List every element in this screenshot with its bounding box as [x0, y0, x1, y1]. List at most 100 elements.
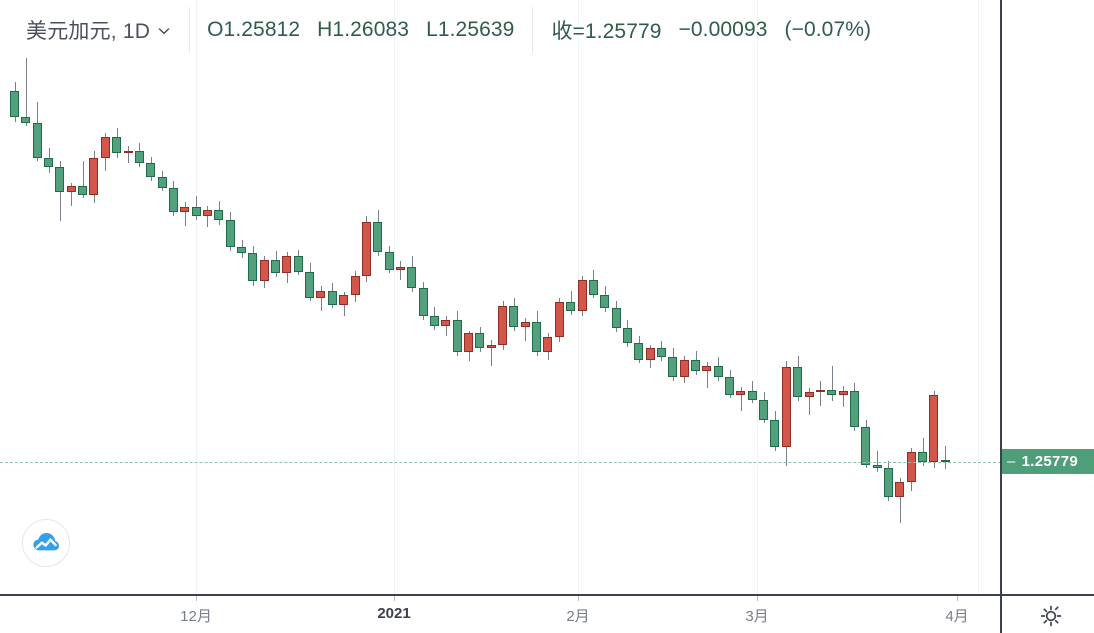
time-tick-2 [578, 596, 579, 601]
time-label-3: 3月 [745, 608, 769, 625]
candle-body-up [782, 366, 791, 447]
candle-body-up [180, 206, 189, 212]
candle-body-up [646, 348, 655, 360]
chevron-down-icon[interactable] [157, 24, 171, 38]
candle-body-down [566, 301, 575, 311]
candle-body-down [419, 288, 428, 316]
candle-body-down [657, 348, 666, 357]
candle-body-down [668, 356, 677, 377]
candle-body-up [282, 255, 291, 273]
candle-wick [185, 201, 186, 226]
candlestick-series [10, 58, 950, 523]
candle-body-down [759, 399, 768, 420]
candle-body-down [884, 468, 893, 497]
candle-body-up [929, 394, 938, 462]
candle-wick [832, 365, 833, 401]
candle-body-up [441, 319, 450, 326]
chart-pane[interactable] [0, 0, 1001, 594]
candle-body-down [305, 271, 314, 298]
price-axis[interactable]: – 1.25779 [1002, 0, 1094, 594]
candle-body-down [169, 187, 178, 212]
symbol-selector[interactable]: 美元加元, 1D [26, 15, 171, 45]
change-absolute: −0.00093 [678, 18, 768, 41]
candle-wick [877, 450, 878, 472]
candle-wick [809, 388, 810, 415]
candle-body-up [67, 185, 76, 192]
time-tick-3 [757, 596, 758, 601]
candle-body-down [612, 308, 621, 328]
candle-body-down [10, 90, 19, 117]
candle-body-down [112, 136, 121, 153]
candle-wick [900, 478, 901, 523]
price-tag-dash: – [1007, 453, 1016, 471]
time-tick-0 [196, 596, 197, 601]
candle-body-up [339, 294, 348, 305]
candle-body-up [124, 150, 133, 153]
time-label-4: 4月 [945, 608, 969, 625]
candle-body-down [453, 319, 462, 352]
candle-body-down [918, 451, 927, 462]
change-percent: (−0.07%) [784, 18, 872, 41]
candle-body-up [839, 390, 848, 395]
candle-body-down [237, 246, 246, 253]
candle-wick [525, 318, 526, 341]
candle-body-down [691, 359, 700, 371]
candle-body-up [396, 266, 405, 270]
close-value: 收=1.25779 [551, 20, 662, 43]
time-axis-separator [1000, 596, 1002, 633]
candle-body-down [226, 219, 235, 247]
candle-wick [321, 285, 322, 311]
candle-body-up [805, 391, 814, 397]
candle-body-down [941, 459, 950, 462]
candle-body-up [895, 481, 904, 497]
candle-body-down [850, 390, 859, 427]
candle-body-down [373, 221, 382, 252]
time-label-2: 2月 [566, 608, 590, 625]
candle-body-up [316, 290, 325, 298]
candle-body-up [89, 158, 98, 195]
candle-body-down [873, 464, 882, 468]
candle-wick [707, 361, 708, 388]
time-axis[interactable]: 12月 2021 2月 3月 4月 [0, 594, 1094, 633]
gear-icon[interactable] [1040, 605, 1062, 627]
ohlc-values: O1.25812 H1.26083 L1.25639 收=1.25779 −0.… [207, 7, 871, 53]
candle-body-down [146, 163, 155, 177]
candle-wick [741, 386, 742, 411]
candle-body-down [78, 185, 87, 195]
candle-body-down [600, 294, 609, 308]
candle-body-down [55, 166, 64, 192]
candle-wick [128, 145, 129, 163]
gridline-v-0 [196, 0, 197, 594]
candle-body-down [407, 266, 416, 288]
candle-body-down [385, 251, 394, 270]
time-tick-4 [957, 596, 958, 601]
candle-body-up [487, 344, 496, 348]
candle-wick [491, 339, 492, 366]
candle-body-down [634, 343, 643, 360]
candle-body-up [498, 305, 507, 345]
candle-body-down [294, 255, 303, 272]
candle-body-down [748, 390, 757, 400]
high-value: H1.26083 [317, 18, 410, 41]
candle-wick [26, 58, 27, 126]
candle-body-down [158, 176, 167, 188]
candle-body-up [578, 279, 587, 311]
gridline-v-4 [978, 0, 979, 594]
time-label-0: 12月 [180, 608, 212, 625]
candle-body-down [827, 389, 836, 395]
candle-body-up [702, 365, 711, 371]
candle-body-down [21, 116, 30, 123]
candle-body-up [362, 221, 371, 276]
candle-body-down [532, 321, 541, 352]
gridline-v-3 [757, 0, 758, 594]
candle-body-down [33, 123, 42, 158]
candle-body-up [555, 301, 564, 337]
current-price-value: 1.25779 [1021, 453, 1078, 471]
cloud-chart-logo-icon [22, 519, 70, 567]
candle-body-down [793, 366, 802, 397]
candle-wick [843, 385, 844, 407]
candle-body-down [271, 259, 280, 273]
candle-body-up [260, 259, 269, 281]
candle-body-down [430, 315, 439, 326]
